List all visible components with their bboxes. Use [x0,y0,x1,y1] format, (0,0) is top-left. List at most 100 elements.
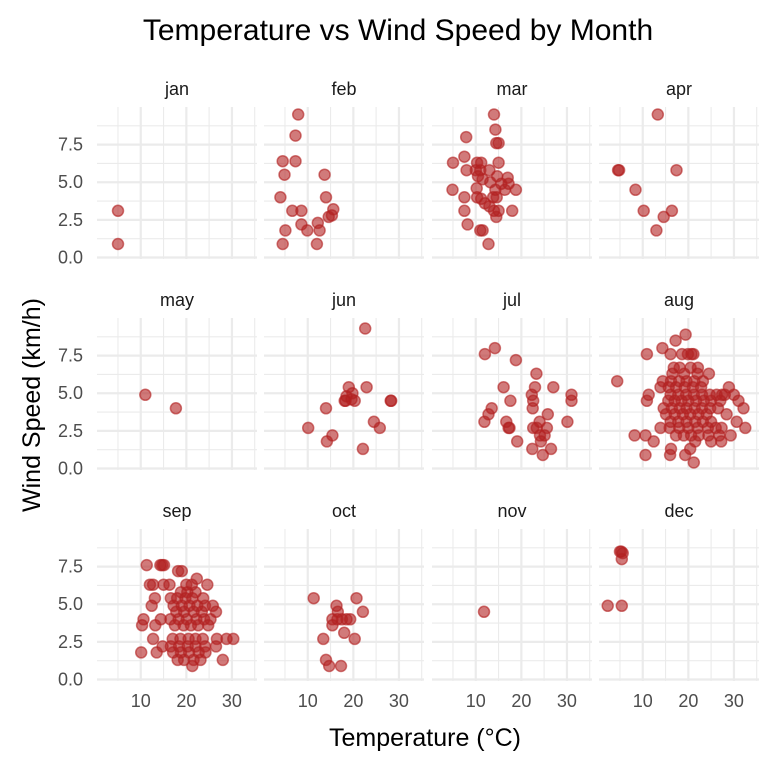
data-point-aug-60 [737,402,750,415]
facet-panel-apr: apr [599,79,759,259]
data-point-sep-13 [201,578,214,591]
x-tick-label-col0-1: 20 [176,691,196,711]
x-tick-label-col2-1: 20 [511,691,531,711]
data-point-aug-84 [628,429,641,442]
y-tick-label-row2-0: 0.0 [58,669,83,689]
data-point-jul-3 [530,367,543,380]
data-point-sep-67 [150,646,163,659]
data-point-dec-4 [601,599,614,613]
data-point-jul-16 [478,415,491,429]
data-point-feb-12 [325,209,339,222]
facet-panel-jul: jul [432,290,592,470]
data-point-feb-1 [289,129,302,142]
data-point-feb-0 [291,108,305,121]
data-point-mar-30 [490,191,503,204]
facet-panels: jan feb mar apr may jun jul aug sep oct nov dec [97,79,759,681]
y-tick-label-row1-2: 5.0 [58,383,83,403]
data-point-aug-0 [610,374,624,388]
facet-strip-mar: mar [497,79,528,99]
data-point-mar-0 [487,108,501,121]
data-point-sep-44 [149,619,162,632]
data-point-mar-9 [492,156,505,169]
x-tick-label-col2-2: 30 [557,691,577,711]
data-point-sep-50 [146,632,160,646]
data-point-may-0 [139,388,152,402]
data-point-aug-96 [688,435,702,448]
y-axis-title: Wind Speed (km/h) [18,298,46,512]
facet-panel-jan: jan [97,79,257,259]
data-point-oct-15 [322,659,336,673]
data-point-jul-30 [544,442,558,456]
data-point-sep-5 [175,564,189,578]
facet-panel-sep: sep [97,501,257,681]
facet-panel-aug: aug [599,290,759,470]
x-tick-label-col3-0: 10 [633,691,653,711]
data-point-sep-58 [227,632,240,646]
facet-panel-feb: feb [264,79,424,259]
data-point-apr-8 [650,224,663,237]
data-point-aug-102 [663,448,677,462]
facet-panel-dec: dec [599,501,759,681]
data-point-jul-29 [526,442,539,456]
data-point-mar-5 [458,150,471,163]
data-point-jul-27 [538,429,551,442]
data-point-apr-4 [629,183,642,197]
data-point-jul-17 [541,408,555,421]
y-axis-tick-labels: 0.0 2.5 5.0 7.5 0.0 2.5 5.0 7.5 0.0 2.5 5.0 7.5 [58,135,83,690]
x-tick-label-col3-1: 20 [678,691,698,711]
data-point-sep-8 [146,578,160,591]
data-point-mar-25 [509,183,523,197]
data-point-sep-43 [135,619,149,632]
data-point-mar-1 [489,123,502,136]
facet-strip-jan: jan [164,79,189,99]
data-point-aug-67 [720,408,733,421]
data-point-sep-0 [140,558,153,572]
data-point-jul-2 [509,353,523,367]
data-point-jun-4 [326,429,339,442]
facet-panel-oct: oct [264,501,424,681]
data-point-oct-0 [307,591,320,605]
data-point-jan-0 [111,204,125,218]
facet-panel-nov: nov [432,501,592,681]
data-point-apr-5 [637,204,650,218]
data-point-mar-37 [490,210,503,224]
facet-strip-jun: jun [331,290,356,310]
data-point-jun-17 [356,442,370,456]
data-point-feb-15 [301,224,314,237]
data-point-oct-4 [356,605,370,619]
data-point-sep-23 [145,599,158,613]
data-point-feb-9 [295,204,308,218]
facet-strip-jul: jul [502,290,521,310]
data-point-apr-0 [651,108,665,121]
data-point-sep-10 [163,578,176,591]
data-point-jul-6 [547,380,560,394]
data-point-oct-11 [317,632,330,646]
y-tick-label-row2-1: 2.5 [58,632,83,652]
y-tick-label-row1-1: 2.5 [58,421,83,441]
data-point-mar-26 [458,191,471,204]
y-tick-label-row1-0: 0.0 [58,458,83,478]
x-axis-title: Temperature (°C) [329,724,521,752]
data-point-jul-14 [485,402,498,415]
data-point-aug-98 [714,435,728,448]
data-point-jun-0 [358,322,372,335]
facet-strip-aug: aug [664,290,694,310]
x-tick-label-col1-0: 10 [298,691,318,711]
data-point-aug-97 [704,435,718,448]
data-point-dec-5 [615,599,629,613]
data-point-aug-68 [730,415,743,429]
facet-strip-dec: dec [664,501,693,521]
y-tick-label-row0-0: 0.0 [58,247,83,267]
facet-strip-apr: apr [666,79,692,99]
x-tick-label-col1-2: 30 [389,691,409,711]
data-point-aug-99 [678,448,692,462]
data-point-nov-0 [477,605,491,619]
data-point-apr-3 [670,163,683,177]
data-point-feb-17 [279,224,292,237]
data-point-jul-28 [510,435,524,448]
y-tick-label-row0-2: 5.0 [58,172,83,192]
data-point-aug-100 [687,456,701,469]
data-point-feb-3 [289,154,302,168]
data-point-feb-5 [318,168,331,181]
data-point-apr-2 [612,163,626,177]
